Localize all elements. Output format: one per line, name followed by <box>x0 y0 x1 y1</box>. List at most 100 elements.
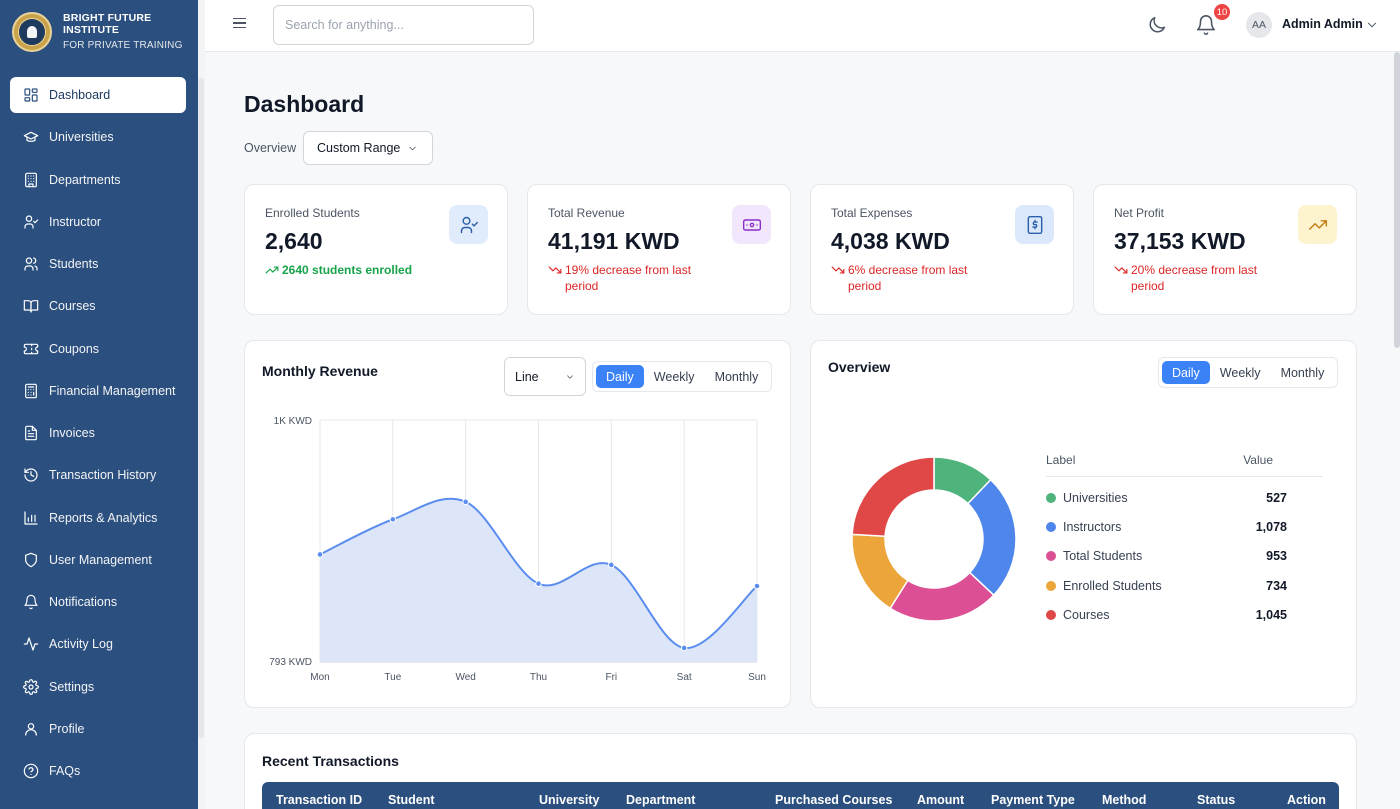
sidebar-item-coupons[interactable]: Coupons <box>10 331 186 367</box>
main-scrollbar[interactable] <box>1394 52 1400 348</box>
chart-type-select[interactable]: Line <box>504 357 586 396</box>
ticket-icon <box>22 340 40 358</box>
users-icon <box>22 255 40 273</box>
trending-down-icon <box>548 266 562 274</box>
shield-icon <box>22 551 40 569</box>
help-circle-icon <box>22 762 40 780</box>
column-header-payment-type[interactable]: Payment Type <box>991 793 1075 807</box>
sidebar-item-label: Notifications <box>49 595 118 609</box>
sidebar-item-label: Coupons <box>49 341 100 356</box>
column-header-action[interactable]: Action <box>1287 793 1326 807</box>
column-header-student[interactable]: Student <box>388 793 435 807</box>
revenue-daily-button[interactable]: Daily <box>596 365 644 388</box>
stat-icon-badge <box>732 205 771 244</box>
revenue-weekly-button[interactable]: Weekly <box>653 369 695 384</box>
legend-row: Courses 1,045 <box>1046 600 1323 629</box>
sidebar-item-label: Reports & Analytics <box>49 510 158 525</box>
moon-icon[interactable] <box>1146 14 1168 36</box>
legend-color-dot <box>1046 580 1056 591</box>
date-range-value: Custom Range <box>317 141 401 155</box>
x-tick-label: Wed <box>455 672 475 683</box>
column-header-university[interactable]: University <box>539 793 600 807</box>
dashboard-icon <box>22 86 40 104</box>
legend-value: 734 <box>1266 578 1287 593</box>
avatar[interactable]: AA <box>1246 12 1272 38</box>
sidebar-item-label: Activity Log <box>49 637 113 652</box>
bar-chart-icon <box>22 509 40 527</box>
sidebar-item-instructor[interactable]: Instructor <box>10 204 186 240</box>
column-header-transaction-id[interactable]: Transaction ID <box>276 793 363 807</box>
brand-name: BRIGHT FUTURE INSTITUTE <box>63 12 152 36</box>
sidebar-scrollbar[interactable] <box>198 78 204 738</box>
sidebar-item-notifications[interactable]: Notifications <box>10 584 186 620</box>
bell-icon[interactable] <box>1195 14 1217 36</box>
stat-value: 2,640 <box>265 228 323 254</box>
user-name[interactable]: Admin Admin <box>1282 17 1363 31</box>
sidebar-item-profile[interactable]: Profile <box>10 711 186 747</box>
chevron-down-icon[interactable] <box>1365 18 1379 32</box>
donut-slice-courses[interactable] <box>851 456 935 538</box>
sidebar-item-label: Transaction History <box>49 468 157 483</box>
stat-trend: 19% decrease from last period <box>548 262 698 294</box>
revenue-data-point <box>753 582 761 590</box>
sidebar-item-departments[interactable]: Departments <box>10 162 186 198</box>
legend-value: 953 <box>1266 549 1287 564</box>
sidebar-item-students[interactable]: Students <box>10 246 186 282</box>
legend-value: 1,045 <box>1255 607 1287 622</box>
stat-icon-badge <box>1015 205 1054 244</box>
topbar: 10 AA Admin Admin <box>205 0 1400 52</box>
column-header-purchased-courses[interactable]: Purchased Courses <box>775 793 893 807</box>
book-open-icon <box>22 297 40 315</box>
date-range-select[interactable]: Custom Range <box>303 131 433 165</box>
sidebar-item-transaction-history[interactable]: Transaction History <box>10 457 186 493</box>
history-icon <box>22 466 40 484</box>
brand: BRIGHT FUTURE INSTITUTE FOR PRIVATE TRAI… <box>0 0 205 62</box>
column-header-status[interactable]: Status <box>1197 793 1236 807</box>
x-tick-label: Fri <box>605 672 617 683</box>
recent-transactions-card: Recent Transactions Transaction ID Studen… <box>244 733 1357 809</box>
sidebar-item-invoices[interactable]: Invoices <box>10 415 186 451</box>
sidebar-item-user-management[interactable]: User Management <box>10 542 186 578</box>
x-tick-label: Thu <box>530 672 547 683</box>
y-tick-label: 1K KWD <box>274 416 312 427</box>
column-header-amount[interactable]: Amount <box>917 793 965 807</box>
legend-label-header: Label <box>1046 453 1076 467</box>
notification-badge: 10 <box>1214 4 1230 20</box>
trending-up-icon <box>1308 219 1327 230</box>
sidebar-item-faqs[interactable]: FAQs <box>10 753 186 789</box>
chart-type-value: Line <box>515 369 539 384</box>
stat-trend-text: 2640 students enrolled <box>282 263 413 277</box>
receipt-dollar-icon <box>1027 215 1042 234</box>
search-input[interactable] <box>273 5 534 45</box>
legend-value: 527 <box>1266 490 1287 505</box>
sidebar-item-settings[interactable]: Settings <box>10 669 186 705</box>
stat-value: 4,038 KWD <box>831 228 950 254</box>
revenue-monthly-button[interactable]: Monthly <box>714 369 759 384</box>
overview-monthly-button[interactable]: Monthly <box>1280 365 1325 380</box>
sidebar-item-reports-analytics[interactable]: Reports & Analytics <box>10 500 186 536</box>
stat-icon-badge <box>449 205 488 244</box>
overview-donut-chart <box>851 456 1017 622</box>
sidebar-item-universities[interactable]: Universities <box>10 119 186 155</box>
user-check-icon <box>22 213 40 231</box>
overview-weekly-button[interactable]: Weekly <box>1219 365 1261 380</box>
legend-row: Universities 527 <box>1046 483 1323 512</box>
sidebar-item-dashboard[interactable]: Dashboard <box>10 77 186 113</box>
overview-legend-table: Label Value Universities 527 Instructors 1,… <box>1046 453 1323 629</box>
sidebar-item-courses[interactable]: Courses <box>10 288 186 324</box>
graduation-cap-icon <box>22 128 40 146</box>
sidebar-item-financial-management[interactable]: Financial Management <box>10 373 186 409</box>
column-header-method[interactable]: Method <box>1102 793 1147 807</box>
menu-toggle-button[interactable] <box>229 12 251 34</box>
stat-card-net-profit: Net Profit 37,153 KWD 20% decrease from la… <box>1093 184 1357 315</box>
stat-trend: 6% decrease from last period <box>831 262 981 294</box>
sidebar-item-activity-log[interactable]: Activity Log <box>10 626 186 662</box>
overview-daily-button[interactable]: Daily <box>1162 361 1210 384</box>
legend-row: Instructors 1,078 <box>1046 512 1323 541</box>
chevron-down-icon <box>567 375 573 379</box>
stat-icon-badge <box>1298 205 1337 244</box>
sidebar-item-label: Dashboard <box>49 88 111 102</box>
gear-icon <box>22 678 40 696</box>
banknote-icon <box>742 218 761 231</box>
column-header-department[interactable]: Department <box>626 793 696 807</box>
